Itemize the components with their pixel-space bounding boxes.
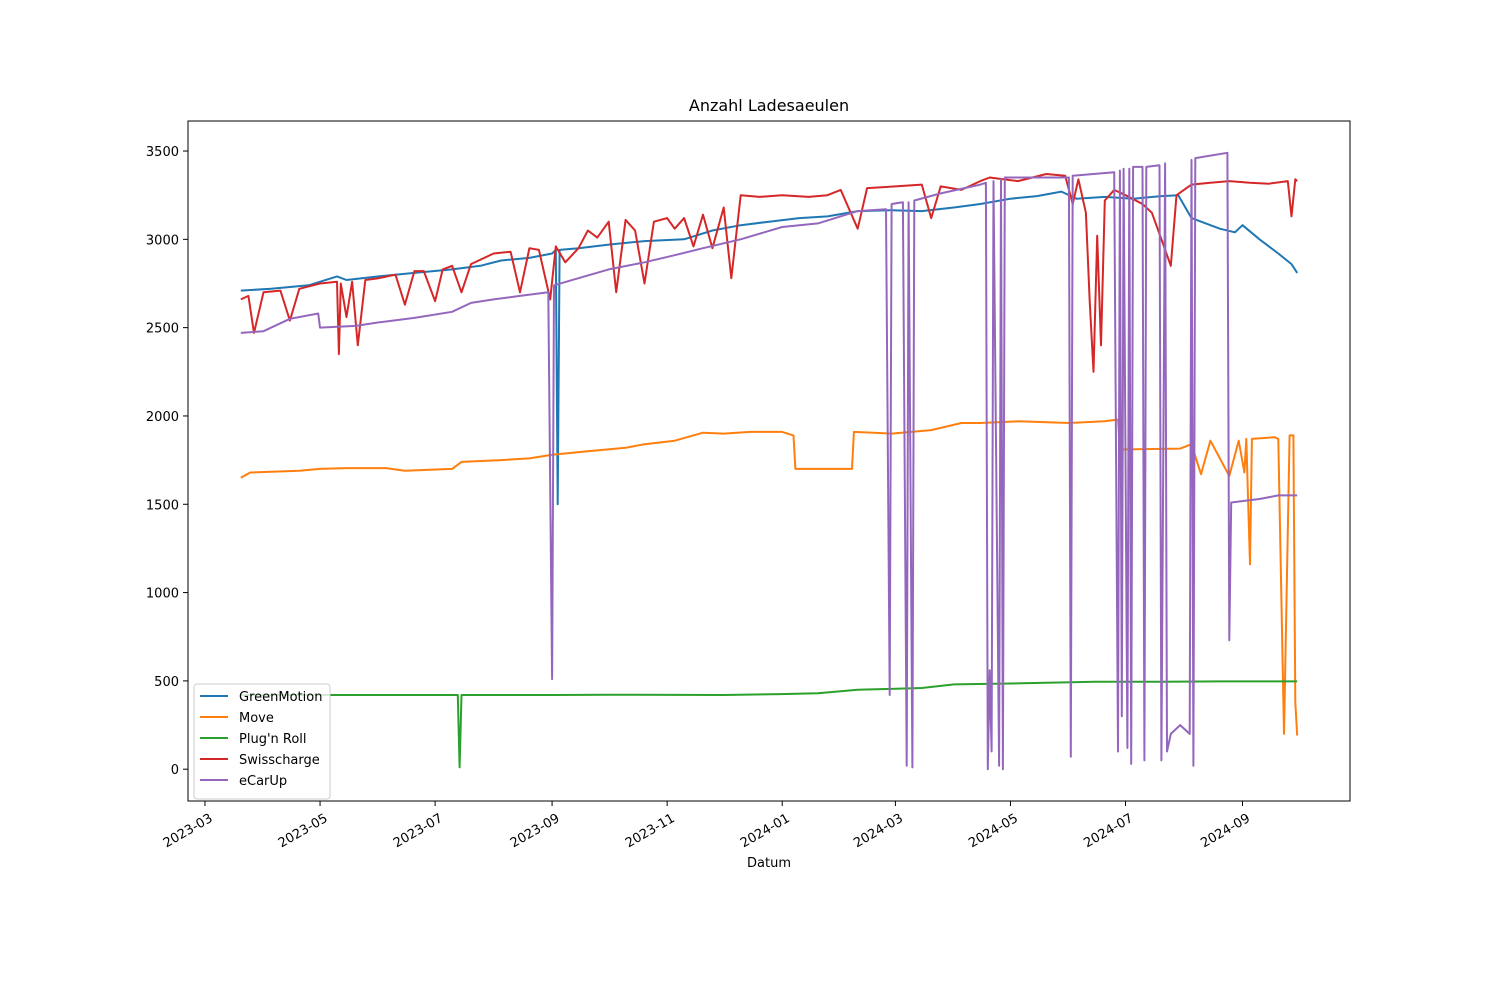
y-tick-label: 2500 <box>146 322 179 337</box>
y-tick-label: 3000 <box>146 233 179 248</box>
y-tick-label: 1500 <box>146 498 179 513</box>
legend-label: GreenMotion <box>239 690 322 705</box>
chart-title: Anzahl Ladesaeulen <box>689 96 849 115</box>
x-axis-label: Datum <box>747 856 791 871</box>
plot-frame <box>187 120 1351 802</box>
series-line-plug-n-roll <box>240 680 1298 769</box>
legend-box <box>193 683 331 800</box>
series-layer <box>240 151 1299 771</box>
legend-label: Move <box>239 711 274 726</box>
y-axis-ticks: 0 500 1000 1500 2000 2500 3000 3500 <box>146 145 188 778</box>
series-line-greenmotion <box>240 190 1299 506</box>
y-tick-label: 3500 <box>146 145 179 160</box>
series-line-ecarup <box>240 151 1298 771</box>
y-tick-label: 500 <box>154 675 179 690</box>
legend-label: Plug'n Roll <box>239 732 307 747</box>
y-tick-label: 0 <box>171 763 179 778</box>
legend: GreenMotion Move Plug'n Roll Swisscharge eCa… <box>193 683 331 800</box>
legend-label: eCarUp <box>239 774 287 789</box>
y-tick-label: 2000 <box>146 410 179 425</box>
series-line-swisscharge <box>240 173 1298 373</box>
y-tick-label: 1000 <box>146 587 179 602</box>
legend-label: Swisscharge <box>239 753 320 768</box>
